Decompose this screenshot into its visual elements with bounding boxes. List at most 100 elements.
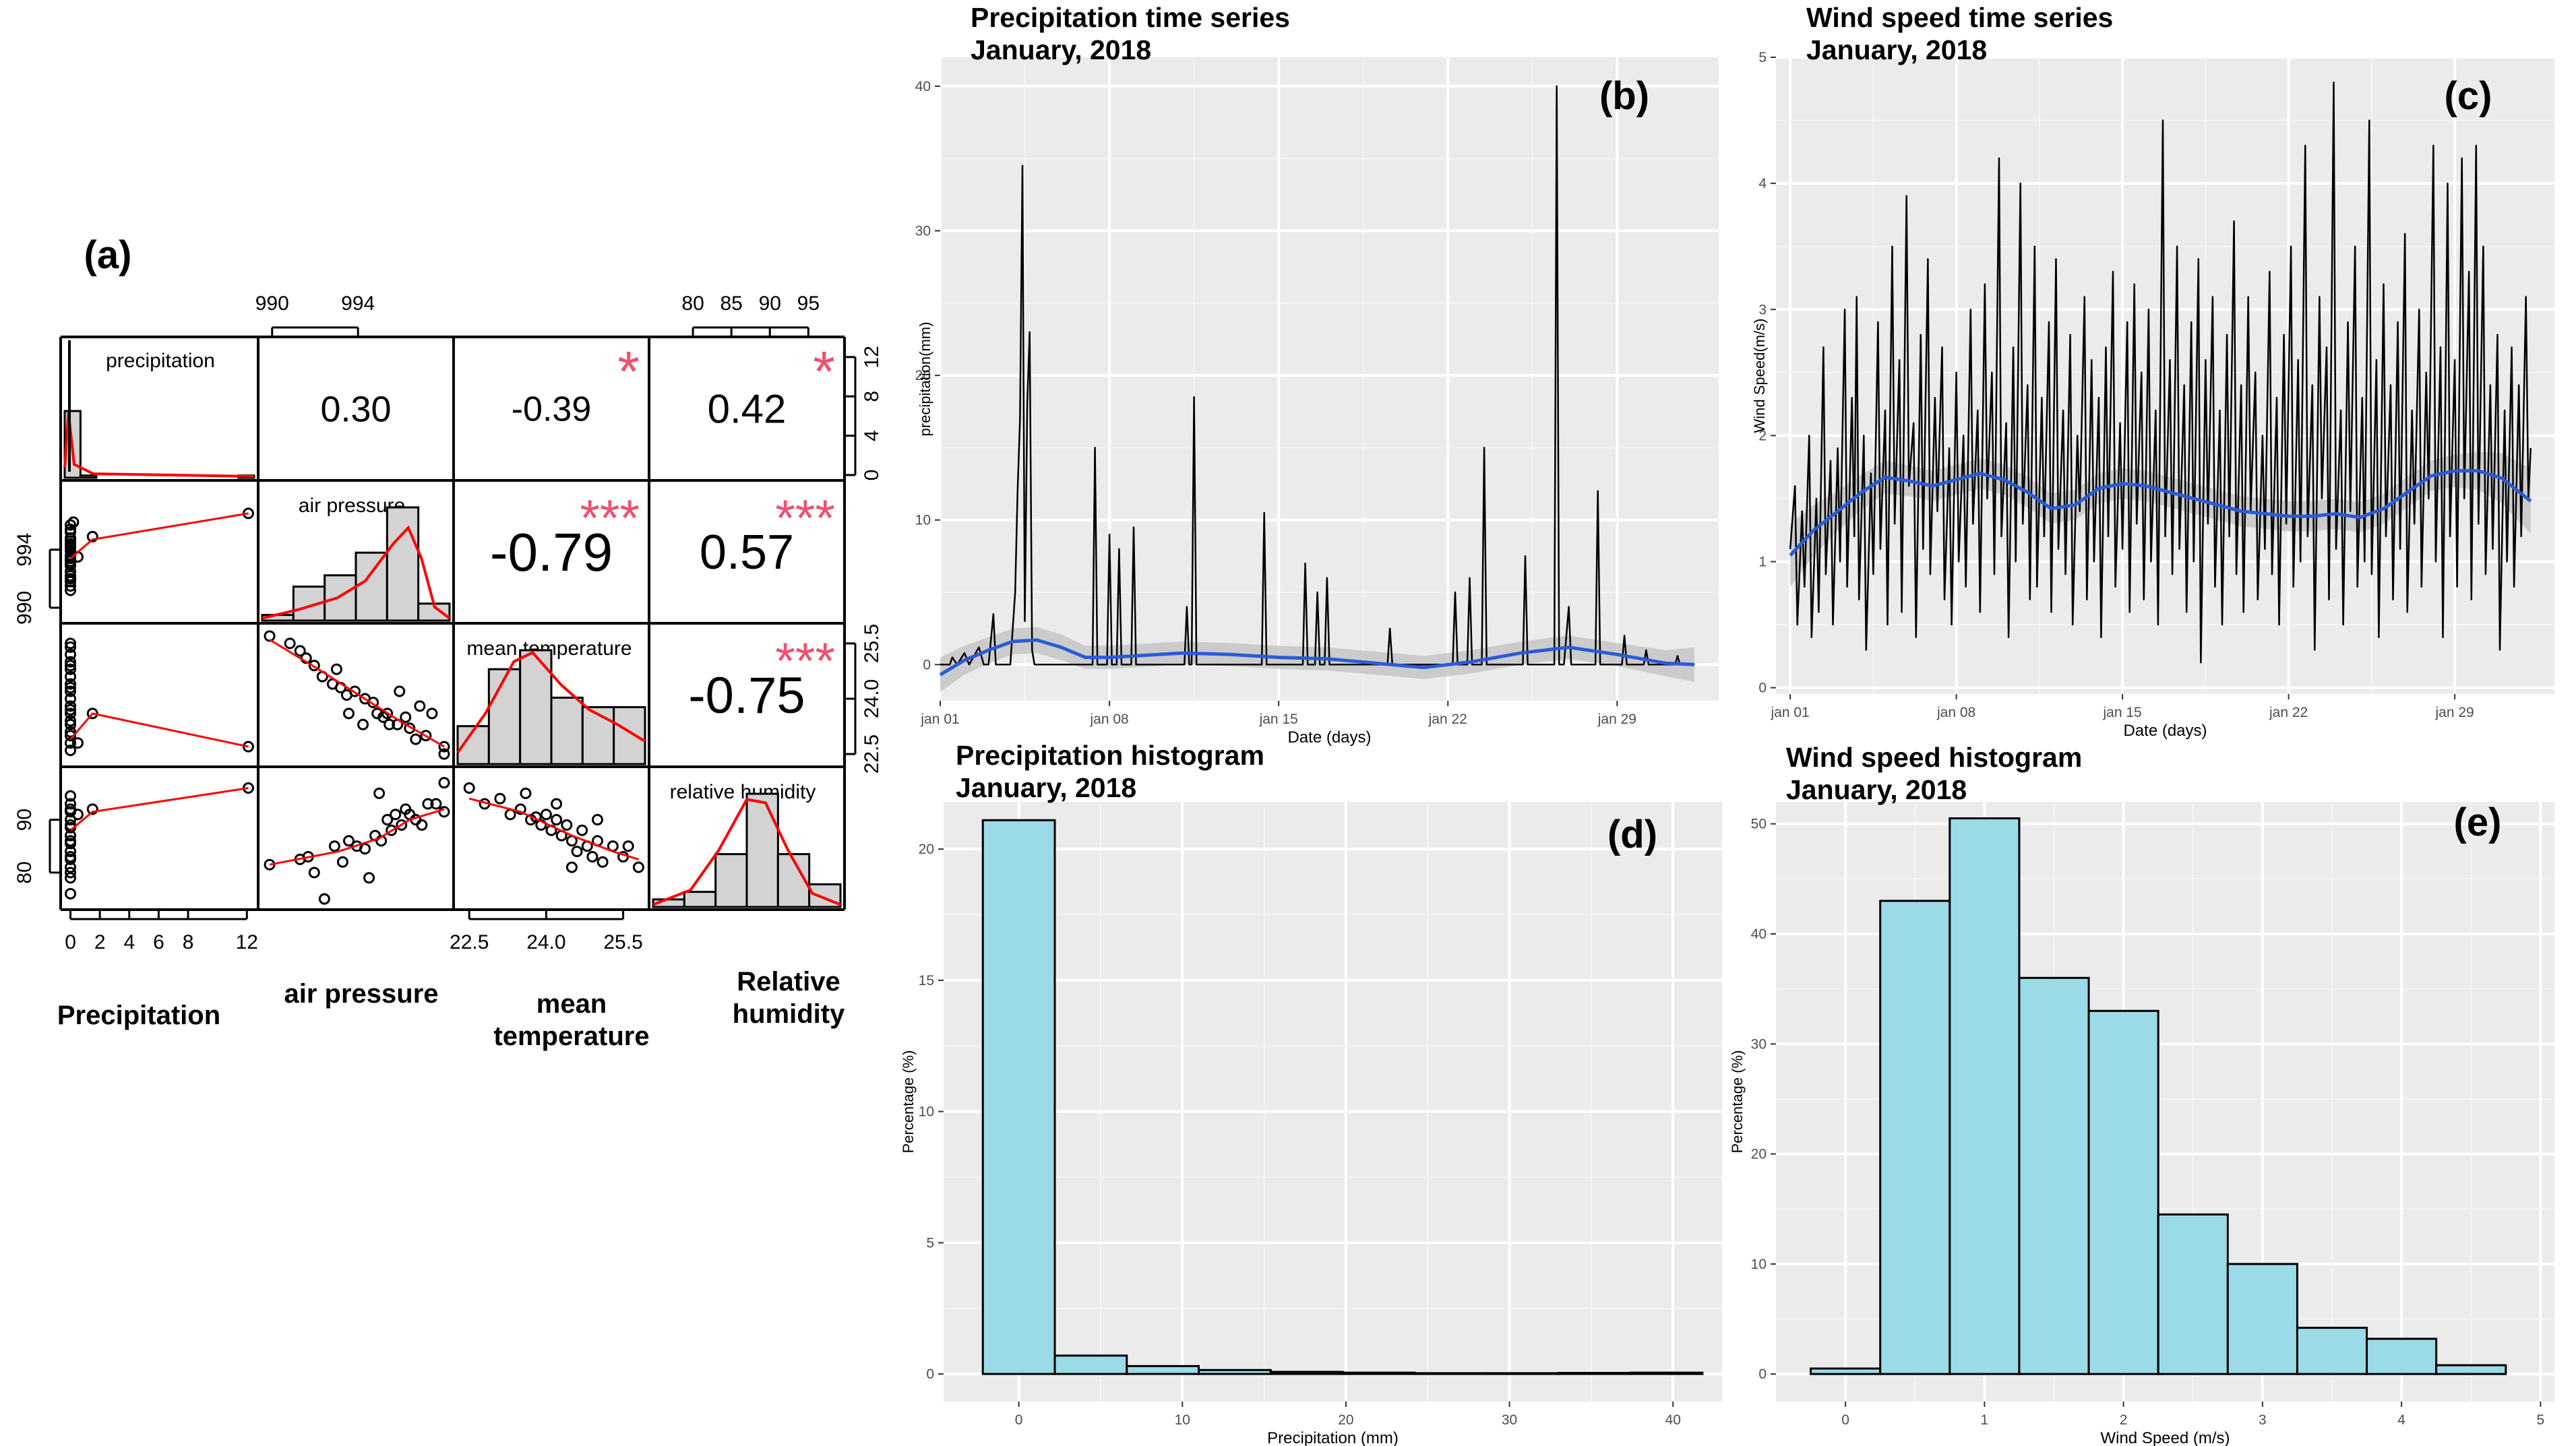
bottom-axis-tick-label: 8 (183, 931, 194, 953)
y-tick-label: 10 (915, 513, 931, 528)
panel-label: (c) (2445, 74, 2492, 118)
scatter-point (359, 843, 371, 855)
bottom-axis-tick-label: 25.5 (603, 931, 642, 953)
bottom-axis-tick-label: 2 (94, 931, 106, 953)
scatter-point (494, 792, 506, 805)
diagonal-variable-label: relative humidity (670, 781, 816, 803)
y-tick-label: 0 (923, 657, 931, 672)
scatter-point (65, 872, 77, 884)
scatter-point (65, 814, 77, 826)
trend-line (939, 638, 1695, 677)
scatter-point (65, 693, 77, 705)
histogram-bar (1810, 1367, 1882, 1375)
x-tick-label: jan 15 (1259, 712, 1298, 727)
y-tick-label: 3 (1758, 302, 1767, 317)
y-tick-label: 4 (1758, 176, 1767, 191)
histogram-bar (1485, 1372, 1560, 1375)
scatter-point (386, 824, 398, 836)
diagonal-histogram-bar (581, 706, 615, 765)
diagonal-histogram-bar (613, 706, 646, 765)
diagonal-histogram-bar (683, 891, 717, 908)
scatter-point (381, 814, 394, 826)
x-tick-label: 4 (2397, 1412, 2405, 1428)
top-axis-tick-label: 90 (759, 292, 781, 315)
x-tick-label: 20 (1338, 1412, 1353, 1428)
significance-stars: * (813, 340, 835, 403)
top-axis-tick-label: 990 (255, 292, 289, 315)
histogram-bar (1053, 1354, 1128, 1375)
scatter-point (65, 846, 77, 858)
correlation-value: -0.75 (688, 667, 805, 724)
chart-title-line: Precipitation time series (971, 2, 1290, 33)
scatter-point (336, 856, 348, 868)
bottom-variable-label: humidity (733, 999, 845, 1029)
scatter-point (71, 737, 84, 749)
significance-stars: *** (775, 633, 835, 690)
bottom-axis-tick-label: 0 (65, 931, 76, 953)
scatter-point (65, 700, 77, 712)
diagonal-histogram-bar (355, 551, 388, 622)
correlation-value: -0.79 (490, 522, 613, 582)
x-tick-label: 40 (1665, 1412, 1681, 1428)
x-tick-label: 0 (1015, 1412, 1023, 1428)
scatter-point (373, 787, 386, 799)
scatter-point (65, 663, 77, 675)
scatter-point (400, 711, 412, 723)
scatter-point (571, 846, 583, 858)
x-tick-label: jan 08 (1936, 705, 1975, 720)
scatter-point (86, 530, 98, 542)
scatter-point (342, 708, 355, 720)
top-axis-tick-label: 994 (341, 292, 375, 315)
series-line (1789, 82, 2532, 664)
scatter-point (420, 730, 432, 742)
scatter-point (65, 867, 77, 879)
panel-label: (b) (1599, 74, 1649, 118)
x-tick-label: 10 (1175, 1412, 1190, 1428)
scatter-point (65, 887, 77, 900)
y-tick-label: 0 (926, 1366, 934, 1382)
y-tick-label: 40 (915, 79, 931, 94)
scatter-point (86, 803, 98, 815)
lowess-line (69, 712, 249, 748)
panel-label: (a) (84, 233, 132, 277)
histogram-bar (1413, 1372, 1488, 1375)
scatter-point (592, 814, 603, 826)
scatter-point (65, 648, 77, 660)
x-tick-label: jan 29 (2434, 705, 2474, 720)
right-axis-tick-label: 24.0 (861, 679, 883, 718)
scatter-point (65, 715, 77, 727)
y-axis-title: precipitation(mm) (917, 322, 933, 437)
diagonal-histogram-bar (714, 853, 748, 908)
scatter-point (65, 745, 77, 757)
x-axis-title: Date (days) (1287, 728, 1371, 747)
y-tick-label: 40 (1751, 926, 1767, 942)
scatter-point (396, 819, 408, 831)
scatter-point (363, 872, 375, 884)
scatter-point (294, 645, 306, 657)
bottom-variable-label: Relative (737, 967, 840, 997)
significance-stars: *** (775, 490, 835, 547)
bottom-variable-label: temperature (493, 1021, 649, 1051)
top-axis-tick-label: 95 (797, 292, 820, 315)
x-tick-label: jan 29 (1597, 712, 1636, 727)
x-tick-label: jan 22 (2269, 705, 2308, 720)
scatter-point (561, 819, 573, 831)
x-tick-label: 1 (1981, 1412, 1989, 1428)
trend-line (1789, 469, 2532, 557)
scatter-point (65, 542, 77, 555)
scatter-point (65, 708, 77, 720)
scatter-point (520, 787, 532, 799)
x-tick-label: 5 (2537, 1412, 2545, 1428)
histogram-bar (1629, 1371, 1704, 1375)
right-axis-tick-label: 22.5 (861, 734, 883, 774)
scatter-point (65, 519, 77, 531)
y-tick-label: 0 (1758, 681, 1767, 696)
y-tick-label: 15 (919, 973, 934, 988)
scatter-point (410, 733, 422, 745)
right-axis-tick-label: 4 (861, 430, 883, 441)
scatter-point (65, 861, 77, 873)
right-axis-tick-label: 25.5 (861, 624, 883, 663)
scatter-point (318, 893, 330, 905)
scatter-point (65, 798, 77, 810)
